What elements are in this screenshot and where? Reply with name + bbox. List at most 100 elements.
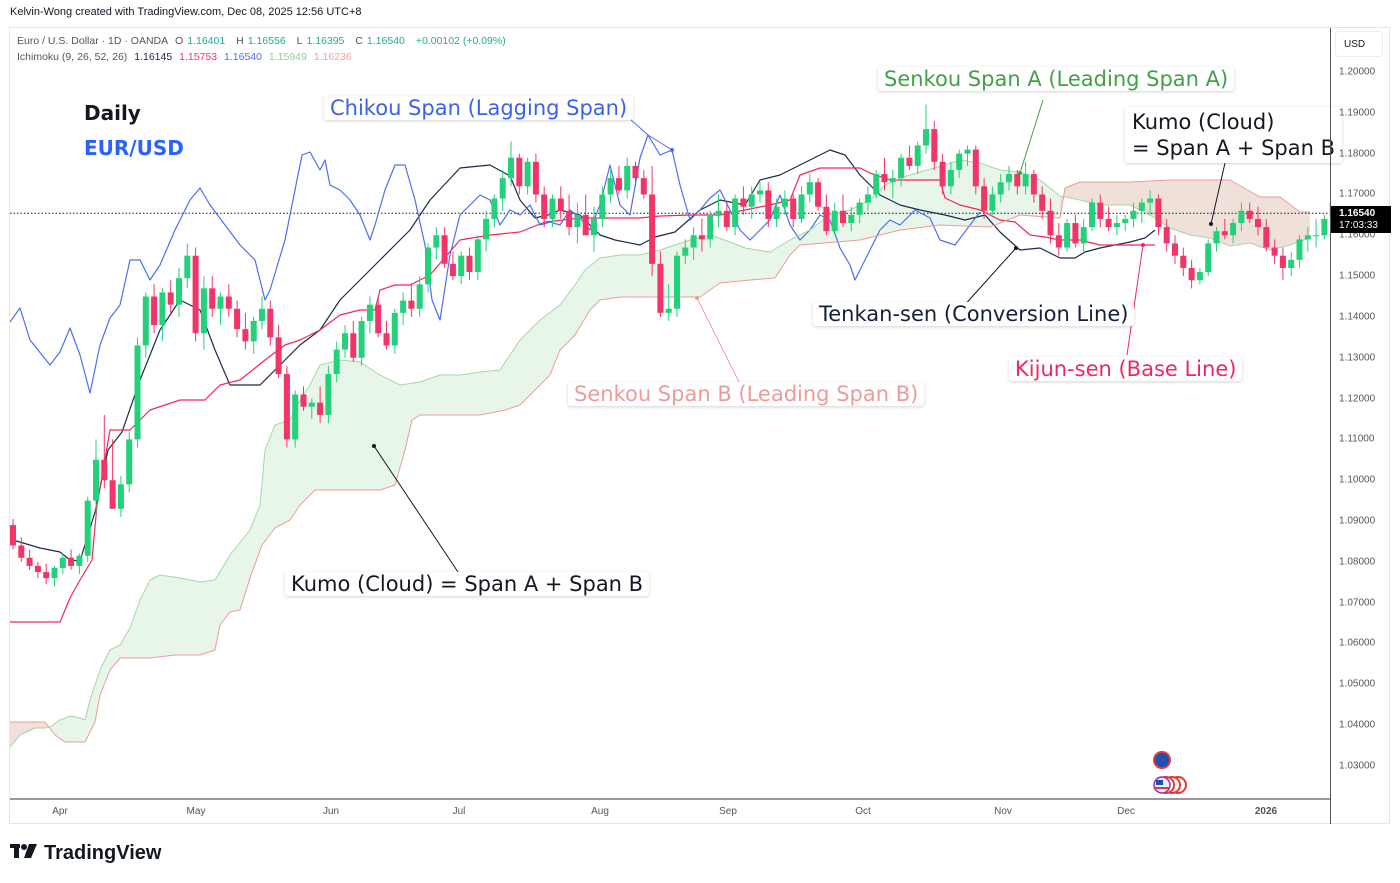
annotation-kumo-right[interactable]: Kumo (Cloud) = Span A + Span B [1125,107,1343,163]
candle-body [1030,174,1037,195]
candle-body [1080,227,1087,244]
candle-body [848,214,855,224]
candle-body [408,300,415,309]
candle-body [1196,272,1203,281]
candle-body [781,198,788,207]
chart-legend: Euro / U.S. Dollar · 1D · OANDA O 1.16401… [17,33,510,65]
candle-body [773,206,780,219]
chikou-line [9,134,981,394]
candle-body [1180,255,1187,268]
time-tick-label: Apr [52,806,68,817]
candle-body [350,333,357,358]
candle-body [582,214,589,236]
annotation-kijun[interactable]: Kijun-sen (Base Line) [1009,357,1243,381]
candle-body [997,182,1004,195]
price-tick-label: 1.17000 [1339,188,1376,200]
candle-body [1105,218,1112,228]
span-a-line [9,159,1311,748]
candle-body [931,129,938,162]
candle-body [1155,198,1162,228]
price-tick-label: 1.12000 [1339,393,1376,405]
annotation-chikou[interactable]: Chikou Span (Lagging Span) [324,96,634,120]
candle-body [790,198,797,219]
candle-body [1213,231,1220,244]
candle-body [632,165,639,179]
candle-body [923,129,929,146]
legend-span-a-value: 1.15949 [268,51,307,63]
annotation-tenkan[interactable]: Tenkan-sen (Conversion Line) [813,302,1135,326]
candle-body [765,190,772,219]
candle-body [342,333,348,350]
price-tick-label: 1.09000 [1339,515,1376,527]
candle-body [126,439,133,485]
candle-body [1321,218,1328,236]
candle-body [981,186,988,211]
legend-indicator-name[interactable]: Ichimoku (9, 26, 52, 26) [17,51,128,63]
candle-body [259,308,265,322]
candle-body [873,174,880,195]
candle-body [806,182,813,195]
price-tick-label: 1.10000 [1339,474,1376,486]
candle-body [914,145,921,166]
candle-body [76,555,83,566]
candle-body [400,300,407,313]
candle-body [217,296,224,309]
price-tick-label: 1.05000 [1339,678,1376,690]
time-tick-label: Nov [994,806,1012,817]
candle-body [715,210,722,215]
annotation-anchor-dot [372,444,376,448]
chart-canvas[interactable] [9,28,1361,798]
annotation-kumo-left[interactable]: Kumo (Cloud) = Span A + Span B [285,572,650,596]
candle-body [1097,202,1104,219]
candle-body [1172,243,1178,256]
candle-body [532,161,539,195]
candle-body [499,178,506,199]
candle-body [566,210,573,228]
price-axis[interactable]: USD 1.20000 1.19000 1.18000 1.17000 1.16000 1… [1330,28,1391,824]
candle-body [68,557,75,566]
candle-body [59,557,66,568]
price-tick-label: 1.04000 [1339,719,1376,731]
candle-body [649,194,656,264]
candle-body [831,210,838,232]
annotation-anchor-dot [1014,246,1018,250]
annotation-connector [1210,162,1226,225]
candle-body [557,198,564,211]
time-axis[interactable]: Apr May Jun Jul Aug Sep Oct Nov Dec 2026 [10,798,1330,826]
candle-body [449,263,456,277]
candle-body [93,459,99,501]
legend-open: 1.16401 [187,35,226,47]
candle-body [607,178,614,195]
candle-body [1255,218,1261,228]
candle-body [972,149,979,187]
candle-body [159,292,166,326]
annotation-senkou-b[interactable]: Senkou Span B (Leading Span B) [568,382,925,406]
candle-body [358,321,365,358]
candle-body [1130,210,1137,219]
time-tick-label: Sep [719,806,737,817]
chart-plot-area[interactable] [9,28,1361,798]
annotation-senkou-a[interactable]: Senkou Span A (Leading Span A) [878,67,1235,91]
legend-symbol[interactable]: Euro / U.S. Dollar · 1D · OANDA [17,35,169,47]
candle-body [292,394,299,440]
candle-body [242,329,249,342]
price-tick-label: 1.14000 [1339,311,1376,323]
eu-event-flag-icon [1153,751,1171,769]
annotation-anchor-dot [695,296,699,300]
candle-body [491,198,498,219]
candle-body [1188,267,1195,281]
candle-body [51,567,58,579]
candle-body [333,349,340,375]
candle-body [624,165,631,191]
candle-body [665,308,672,313]
candle-body [1304,235,1311,240]
price-tick-label: 1.13000 [1339,352,1376,364]
legend-chikou-value: 1.16540 [224,51,262,63]
tradingview-logo[interactable]: TradingView [10,842,161,865]
candle-body [200,288,207,334]
legend-tenkan-value: 1.16145 [134,51,173,63]
candle-body [823,206,830,232]
time-tick-label: Dec [1117,806,1135,817]
price-tick-label: 1.18000 [1339,148,1376,160]
currency-button[interactable]: USD [1335,31,1383,57]
